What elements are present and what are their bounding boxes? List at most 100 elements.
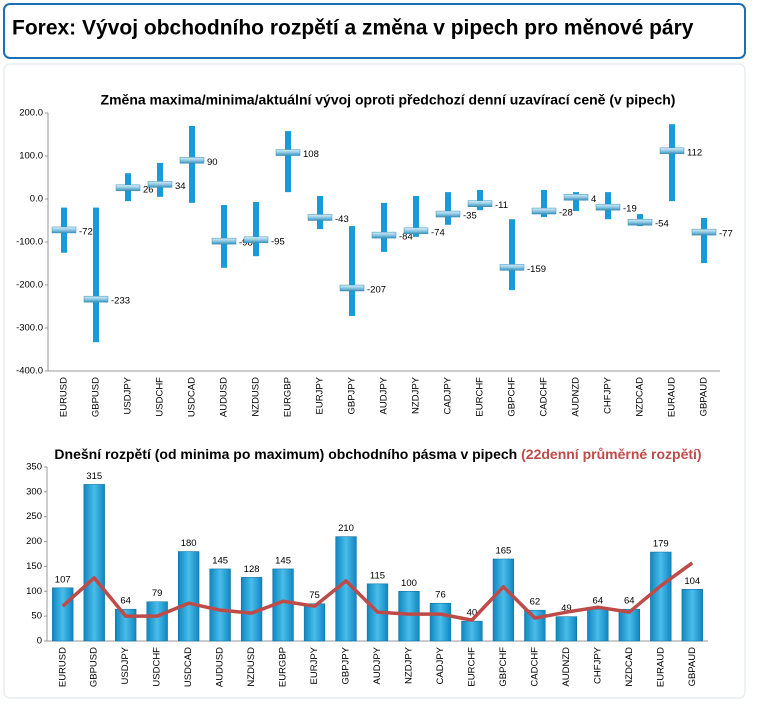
value-label: 145 <box>275 555 291 566</box>
value-label: -159 <box>527 264 546 275</box>
x-tick-label: GBPJPY <box>341 646 352 684</box>
y-tick-label: 300 <box>26 486 42 497</box>
current-marker <box>403 227 429 235</box>
value-label: -74 <box>431 227 445 238</box>
value-label: 315 <box>86 471 102 482</box>
y-tick-label: -100.0 <box>16 237 43 248</box>
header-box <box>3 3 746 59</box>
x-tick-label: EURCHF <box>475 377 486 417</box>
bar <box>524 609 546 642</box>
x-tick-label: AUDJPY <box>379 376 390 414</box>
bar <box>52 587 74 642</box>
x-tick-label: EURJPY <box>309 646 320 684</box>
value-label: 64 <box>624 596 635 607</box>
value-label: -43 <box>335 214 349 225</box>
value-label: -72 <box>79 226 93 237</box>
value-label: 79 <box>152 588 163 599</box>
x-tick-label: USDCAD <box>187 377 198 417</box>
y-tick-label: 100.0 <box>19 151 43 162</box>
x-tick-label: AUDUSD <box>215 647 226 687</box>
average-line <box>61 561 694 622</box>
value-label: 75 <box>309 590 320 601</box>
range-bar <box>445 192 451 225</box>
x-tick-label: EURCHF <box>466 647 477 687</box>
value-label: -98 <box>239 238 253 249</box>
current-marker <box>531 207 557 215</box>
x-tick-label: GBPAUD <box>687 647 698 687</box>
x-tick-label: CHFJPY <box>603 376 614 414</box>
value-label: 64 <box>593 596 604 607</box>
value-label: 108 <box>303 149 319 160</box>
range-bar <box>541 189 547 218</box>
range-bar <box>317 195 323 230</box>
x-tick-label: USDCHF <box>155 377 166 417</box>
current-marker <box>243 236 269 244</box>
value-label: -28 <box>559 208 573 219</box>
x-tick-label: EURGBP <box>278 647 289 687</box>
range-bar <box>509 219 515 291</box>
current-marker <box>595 203 621 211</box>
y-tick-label: 200.0 <box>19 108 43 119</box>
y-tick-label: -200.0 <box>16 280 43 291</box>
chart-title: Dnešní rozpětí (od minima po maximum) ob… <box>54 446 701 462</box>
range-bar <box>189 125 195 203</box>
value-label: 180 <box>181 538 197 549</box>
value-label: -233 <box>111 296 130 307</box>
current-marker <box>179 157 205 164</box>
x-tick-label: AUDNZD <box>561 647 572 687</box>
x-tick-label: EURUSD <box>59 377 70 417</box>
y-tick-label: 100 <box>26 586 42 597</box>
y-tick-label: 350 <box>26 462 42 473</box>
y-tick-label: 0.0 <box>30 194 43 205</box>
x-tick-label: AUDUSD <box>219 377 230 417</box>
value-label: 107 <box>55 574 71 585</box>
legend-line: (22denní průměrné rozpětí) <box>521 446 701 462</box>
x-tick-label: NZDJPY <box>411 376 422 414</box>
x-tick-label: EURAUD <box>667 377 678 417</box>
x-tick-label: CADJPY <box>443 376 454 414</box>
value-label: 115 <box>370 570 385 581</box>
value-label: 4 <box>591 194 596 205</box>
range-bar <box>669 124 675 202</box>
value-label: -84 <box>399 232 413 243</box>
bar <box>618 608 640 642</box>
range-bar <box>413 195 419 237</box>
current-marker <box>499 264 525 271</box>
current-marker <box>435 210 461 218</box>
current-marker <box>339 284 365 292</box>
current-marker <box>115 184 141 192</box>
y-tick-label: 150 <box>26 561 42 572</box>
x-tick-label: EURJPY <box>315 376 326 414</box>
x-tick-label: USDCHF <box>152 647 163 687</box>
range-bar <box>285 131 291 193</box>
range-bar <box>157 162 163 197</box>
current-marker <box>147 181 173 188</box>
current-marker <box>211 237 237 245</box>
bar <box>209 568 231 642</box>
x-tick-label: GBPUSD <box>91 377 102 417</box>
chart-title-text: Dnešní rozpětí (od minima po maximum) ob… <box>54 446 517 462</box>
range-bar <box>573 192 579 212</box>
x-tick-label: GBPJPY <box>347 376 358 414</box>
x-tick-label: CADCHF <box>539 377 550 417</box>
x-tick-label: EURAUD <box>655 647 666 687</box>
value-label: 40 <box>467 608 478 619</box>
value-label: 165 <box>495 545 511 556</box>
current-marker <box>371 231 397 239</box>
x-tick-label: GBPCHF <box>507 377 518 417</box>
x-tick-label: EURUSD <box>57 647 68 687</box>
value-label: 210 <box>338 523 354 534</box>
current-marker <box>627 218 653 226</box>
x-tick-label: AUDNZD <box>571 377 582 417</box>
x-tick-label: CADCHF <box>529 647 540 687</box>
value-label: -207 <box>367 285 386 296</box>
y-tick-label: -400.0 <box>16 366 43 377</box>
value-label: -19 <box>623 204 637 215</box>
value-label: 64 <box>120 596 131 607</box>
current-marker <box>275 149 301 156</box>
panel <box>3 63 746 699</box>
value-label: 112 <box>687 147 702 158</box>
bar <box>681 589 703 642</box>
x-tick-label: GBPAUD <box>699 377 710 417</box>
